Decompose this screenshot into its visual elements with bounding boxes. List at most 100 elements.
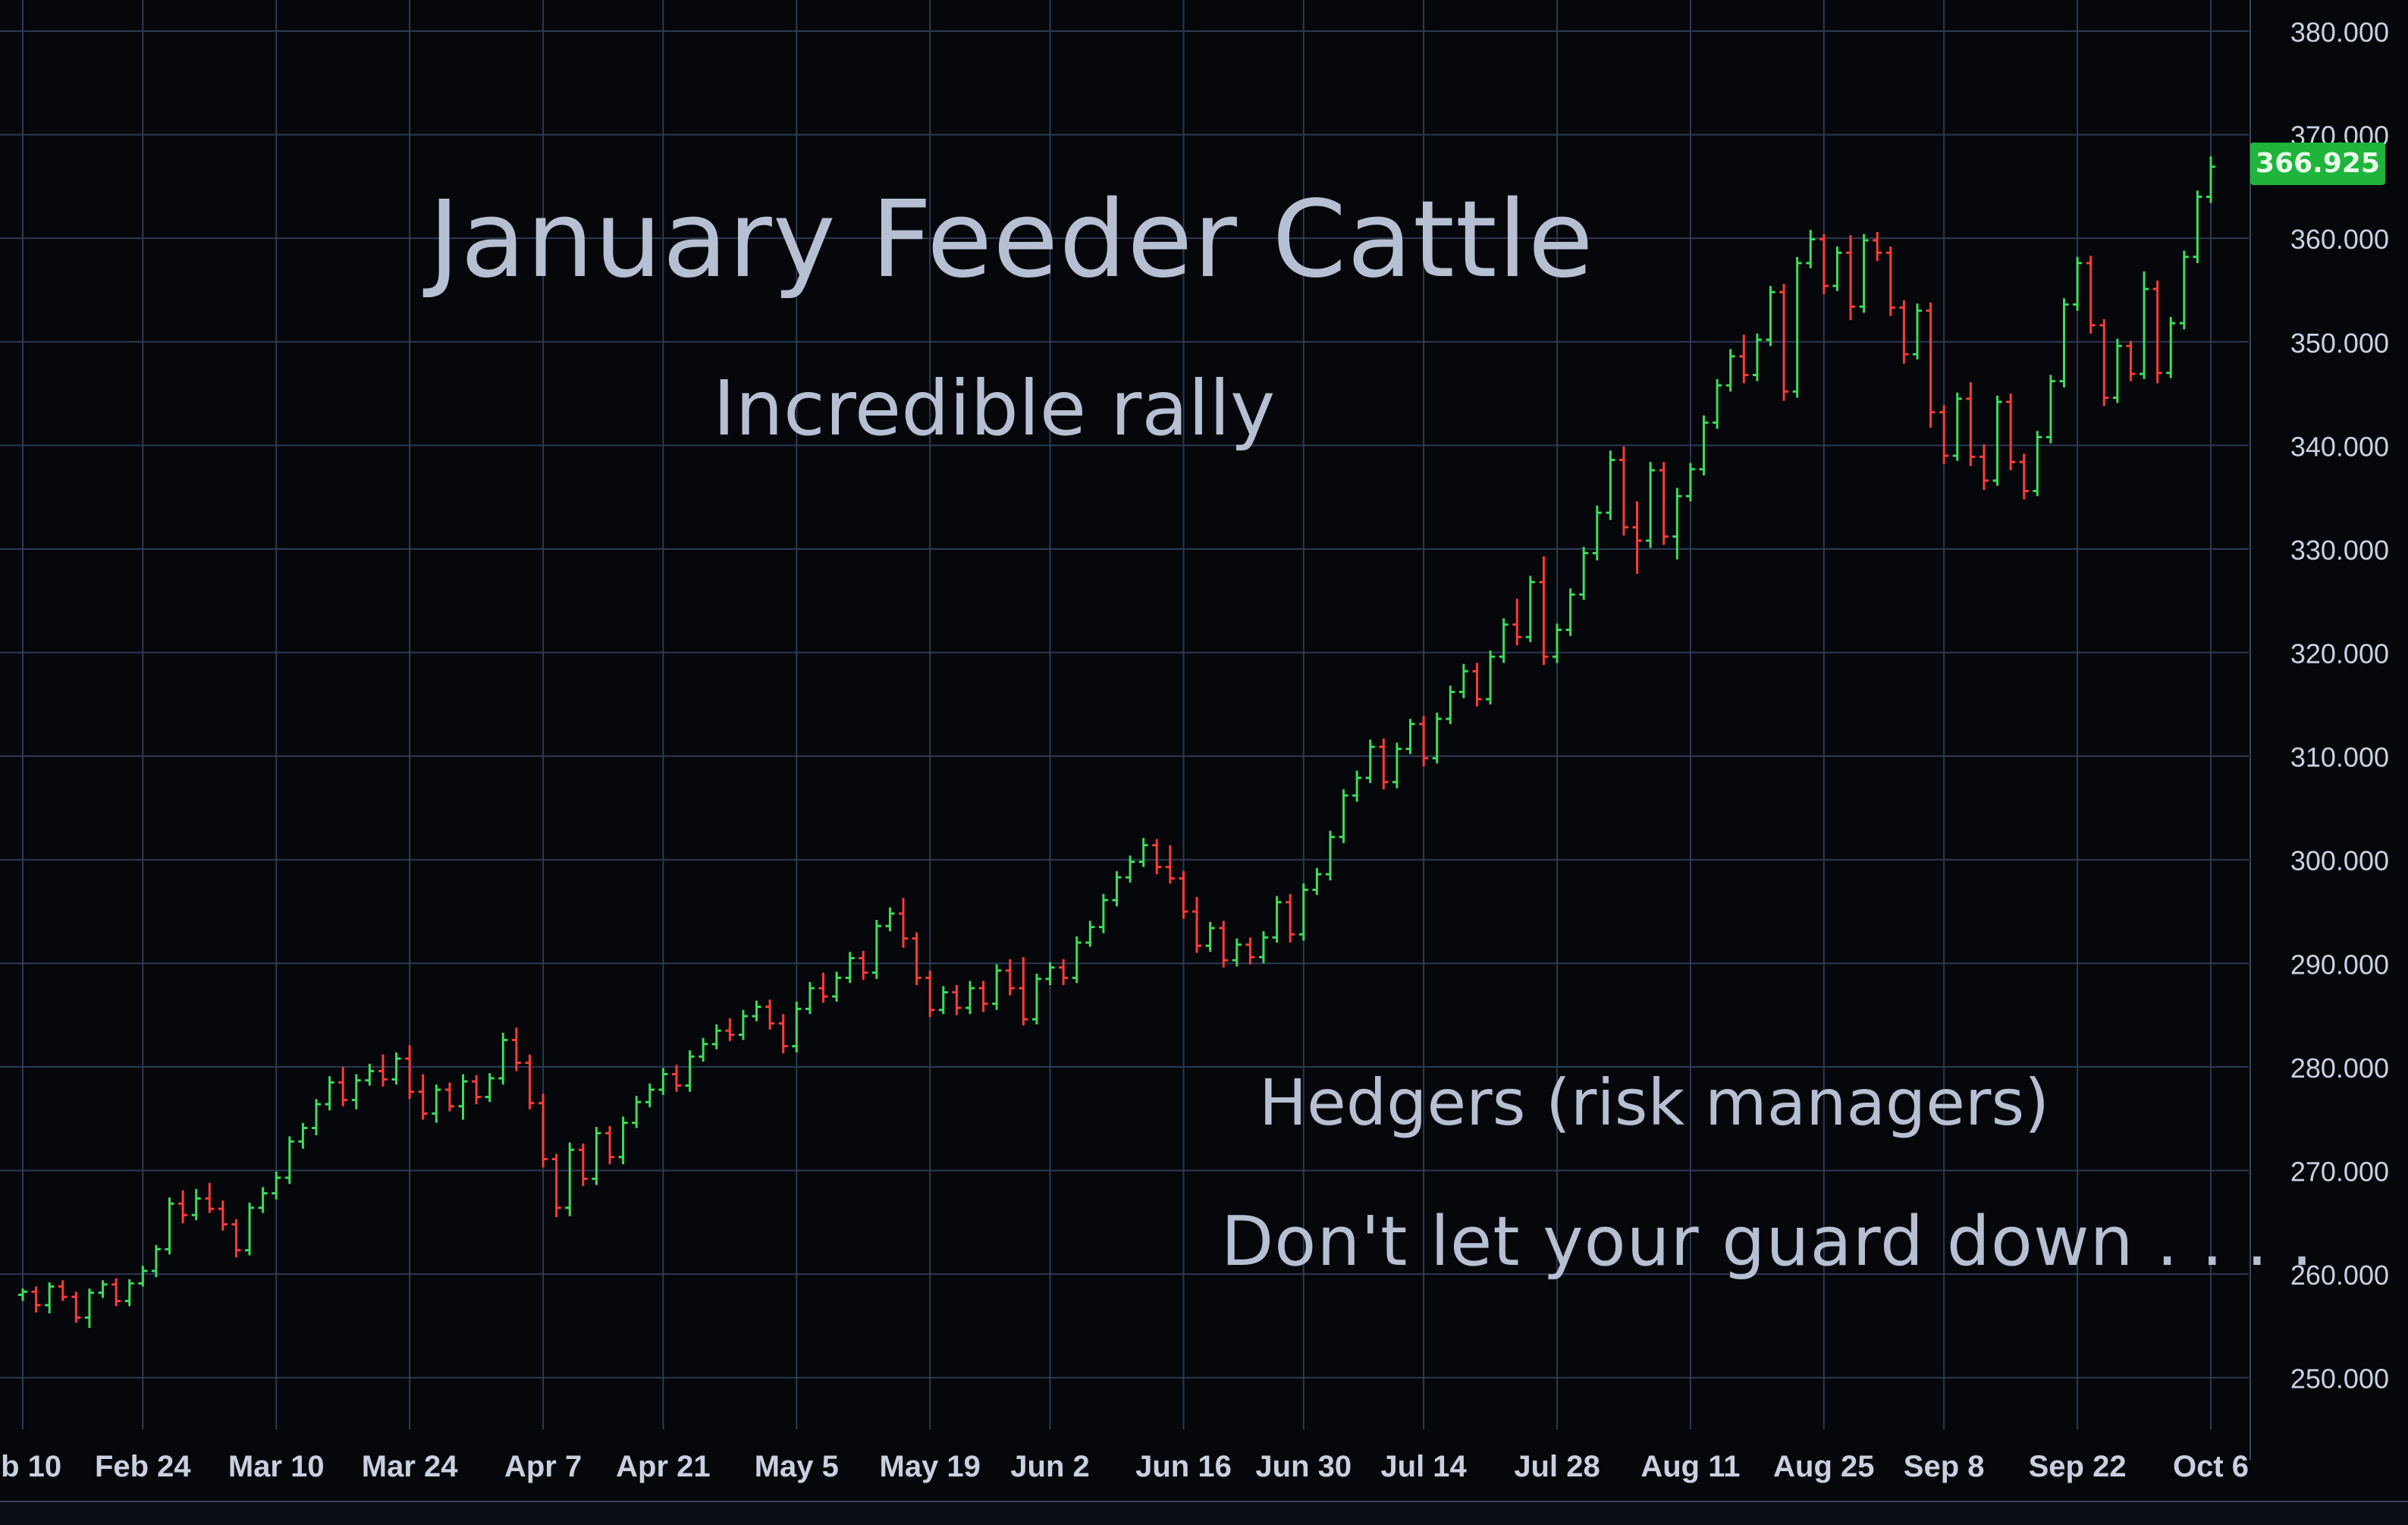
ohlc-bar [18,1288,27,1301]
x-tick-label: Jul 14 [1380,1450,1467,1483]
ohlc-bar [378,1054,388,1087]
ohlc-bar [1899,300,1909,364]
ohlc-bar [871,919,881,979]
ohlc-bar [1419,715,1429,767]
y-tick-label: 270.000 [2290,1156,2389,1188]
ohlc-bar [538,1094,548,1168]
ohlc-bar [1045,962,1055,986]
y-tick-label: 330.000 [2290,535,2389,566]
ohlc-bar [645,1083,655,1108]
x-tick-label: Jun 16 [1135,1450,1232,1483]
ohlc-bar [1405,718,1415,755]
ohlc-bar [1298,883,1308,941]
y-tick-label: 250.000 [2290,1363,2389,1395]
ohlc-bar [592,1127,601,1185]
ohlc-bar [1766,286,1775,347]
ohlc-bar [165,1197,174,1255]
ohlc-bar [778,1014,788,1054]
x-tick-label: Jul 28 [1514,1450,1600,1483]
ohlc-bar [752,1000,761,1021]
ohlc-bar [845,952,855,984]
y-tick-label: 350.000 [2290,328,2389,359]
ohlc-bar [245,1202,255,1256]
ohlc-bar [1019,957,1028,1026]
ohlc-bar [978,981,988,1012]
ohlc-bar [992,964,1002,1010]
ohlc-bar [511,1028,521,1072]
ohlc-bar [1458,664,1468,698]
ohlc-bar [1031,973,1041,1025]
ohlc-bar [885,907,895,931]
bottom-toolbar [0,1501,2408,1525]
ohlc-bar [418,1074,428,1120]
y-tick-label: 340.000 [2290,431,2389,462]
ohlc-bar [1685,463,1695,502]
ohlc-bar [111,1278,121,1307]
ohlc-bar [1112,871,1122,907]
y-tick-label: 360.000 [2290,224,2389,255]
ohlc-bar [1325,830,1335,881]
ohlc-bar [1446,686,1455,724]
ohlc-bar [2045,375,2055,444]
ohlc-bar [1352,770,1362,802]
ohlc-bar [284,1136,294,1185]
ohlc-bar [1552,623,1562,664]
ohlc-bar [205,1182,215,1213]
ohlc-bar [1779,284,1789,401]
ohlc-bar [818,972,828,1003]
ohlc-bar [1072,936,1082,984]
ohlc-bar [312,1099,322,1136]
ohlc-bar [365,1063,375,1086]
y-tick-label: 260.000 [2290,1260,2389,1291]
x-tick-label: Feb 24 [95,1450,191,1483]
ohlc-bar [1539,556,1549,665]
ohlc-bar [58,1280,67,1301]
ohlc-bar [925,970,935,1018]
x-tick-label: Mar 24 [362,1450,458,1483]
annotation-warning: Don't let your guard down . . . . [1221,1202,2314,1282]
ohlc-bar [859,950,868,981]
ohlc-bar [1192,896,1202,953]
ohlc-bar [1499,618,1509,664]
ohlc-bar [899,898,909,948]
ohlc-bar [1205,921,1215,952]
ohlc-bar [1966,382,1976,466]
chart-subtitle: Incredible rally [713,364,1276,453]
ohlc-bar [632,1096,642,1128]
ohlc-bar [31,1286,41,1313]
x-tick-label: eb 10 [0,1450,61,1483]
ohlc-bar [485,1073,494,1103]
ohlc-bar [2179,250,2189,330]
ohlc-bar [1819,234,1829,294]
ohlc-bar [98,1280,108,1298]
ohlc-bar [2033,431,2042,497]
ohlc-bar [1739,334,1749,384]
ohlc-bar [351,1074,361,1109]
ohlc-bar [1286,893,1295,943]
ohlc-bar [525,1054,535,1109]
ohlc-bar [952,985,962,1015]
ohlc-bar [832,971,842,1002]
ohlc-bar [458,1074,468,1120]
ohlc-bar [432,1084,441,1123]
ohlc-bar [1752,333,1762,381]
ohlc-bar [685,1050,695,1092]
ohlc-bar [1632,501,1642,574]
ohlc-bar [605,1125,615,1165]
ohlc-bar [1885,246,1895,316]
ohlc-bar [1699,415,1709,475]
x-tick-label: Jun 2 [1010,1450,1089,1483]
ohlc-bar [618,1116,628,1165]
ohlc-bar [805,981,815,1015]
last-price-badge: 366.925 [2250,143,2385,185]
x-tick-label: Aug 25 [1773,1450,1874,1483]
ohlc-bar [2112,338,2122,403]
ohlc-bar [1792,256,1802,398]
ohlc-bar [1939,405,1949,464]
ohlc-bar [938,986,948,1015]
y-tick-label: 380.000 [2290,17,2389,48]
ohlc-bar [1272,896,1282,943]
y-tick-label: 320.000 [2290,639,2389,670]
